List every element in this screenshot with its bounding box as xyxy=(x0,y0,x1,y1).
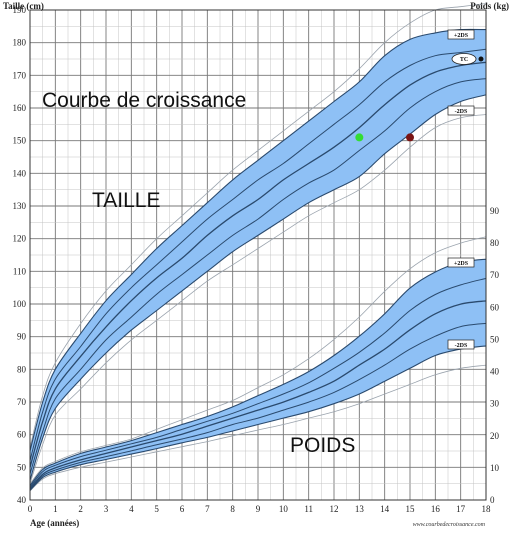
left-tick-label: 130 xyxy=(13,201,27,211)
taille-plus2-text: +2DS xyxy=(454,33,469,39)
poids-line-minus2 xyxy=(29,345,487,491)
data-point-marker xyxy=(355,133,364,142)
taille-curves xyxy=(29,3,487,484)
poids-curves xyxy=(29,236,487,492)
right-axis-label: Poids (kg) xyxy=(470,1,509,11)
taille-line-plus2 xyxy=(29,28,487,452)
left-tick-label: 140 xyxy=(13,168,27,178)
left-tick-label: 170 xyxy=(13,70,27,80)
left-tick-label: 50 xyxy=(17,462,27,472)
left-tick-label: 120 xyxy=(13,234,27,244)
x-tick-label: 7 xyxy=(205,504,210,514)
x-tick-label: 2 xyxy=(78,504,83,514)
taille-line-plus1 xyxy=(29,48,487,461)
data-point-marker xyxy=(406,133,414,142)
x-tick-label: 11 xyxy=(304,504,313,514)
left-axis-ticks: 40 50 60 70 80 90 100 110 120 130 140 150 160 170 180 1… xyxy=(13,5,27,505)
taille-line-median xyxy=(29,61,487,468)
poids-plus2-text: +2DS xyxy=(454,261,469,267)
footer-credit: www.courbedecroissance.com xyxy=(413,522,486,528)
taille-plus2-badge: +2DS xyxy=(447,29,475,40)
left-tick-label: 90 xyxy=(17,332,27,342)
right-tick-label: 10 xyxy=(490,463,500,473)
right-tick-label: 0 xyxy=(490,495,495,505)
poids-line-outer-lower xyxy=(29,364,487,492)
taille-minus2-text: -2DS xyxy=(455,109,468,115)
x-tick-label: 14 xyxy=(380,504,390,514)
x-tick-label: 9 xyxy=(256,504,261,514)
x-tick-label: 10 xyxy=(279,504,289,514)
x-tick-label: 3 xyxy=(104,504,109,514)
poids-line-outer-upper xyxy=(29,236,487,485)
x-axis-label: Age (années) xyxy=(30,518,79,528)
left-axis-label: Taille (cm) xyxy=(3,1,44,11)
taille-label: TAILLE xyxy=(92,189,160,212)
taille-tc-badge: TC xyxy=(451,53,484,65)
taille-tc-text: TC xyxy=(460,57,468,63)
taille-line-outer-lower xyxy=(29,114,487,484)
left-tick-label: 150 xyxy=(13,136,27,146)
poids-line-plus1 xyxy=(29,277,487,488)
right-tick-label: 90 xyxy=(490,206,500,216)
left-tick-label: 80 xyxy=(17,364,27,374)
left-tick-label: 160 xyxy=(13,103,27,113)
x-axis-ticks: 0 1 2 3 4 5 6 7 8 9 10 11 12 13 14 15 16 17 18 xyxy=(28,504,491,514)
taille-line-outer-upper xyxy=(29,3,487,448)
x-tick-label: 1 xyxy=(53,504,58,514)
poids-plus2-badge: +2DS xyxy=(447,257,475,268)
x-tick-label: 6 xyxy=(180,504,185,514)
x-tick-label: 12 xyxy=(330,504,339,514)
right-tick-label: 50 xyxy=(490,334,500,344)
right-tick-label: 20 xyxy=(490,431,500,441)
poids-minus2-text: -2DS xyxy=(455,343,468,349)
poids-band-fill xyxy=(30,259,486,491)
left-tick-label: 60 xyxy=(17,430,27,440)
plot-frame xyxy=(29,9,487,501)
right-axis-ticks: 0 10 20 30 40 50 60 70 80 90 xyxy=(490,206,500,505)
taille-minus2-badge: -2DS xyxy=(447,105,475,116)
x-tick-label: 18 xyxy=(482,504,492,514)
left-tick-label: 100 xyxy=(13,299,27,309)
x-tick-label: 5 xyxy=(154,504,159,514)
markers xyxy=(355,133,414,142)
left-tick-label: 40 xyxy=(17,495,27,505)
taille-tc-dot xyxy=(478,56,484,62)
right-tick-label: 40 xyxy=(490,367,500,377)
left-tick-label: 180 xyxy=(13,38,27,48)
right-tick-label: 30 xyxy=(490,399,500,409)
x-tick-label: 4 xyxy=(129,504,134,514)
left-tick-label: 190 xyxy=(13,5,27,15)
right-tick-label: 70 xyxy=(490,270,500,280)
x-tick-label: 0 xyxy=(28,504,33,514)
right-tick-label: 80 xyxy=(490,238,500,248)
chart-title: Courbe de croissance xyxy=(42,89,246,112)
x-tick-label: 16 xyxy=(431,504,441,514)
poids-label: POIDS xyxy=(290,434,355,457)
poids-line-plus2 xyxy=(29,258,487,486)
x-tick-label: 15 xyxy=(406,504,416,514)
poids-line-minus1 xyxy=(29,322,487,491)
left-tick-label: 110 xyxy=(13,266,27,276)
taille-line-minus1 xyxy=(29,78,487,475)
x-tick-label: 8 xyxy=(230,504,235,514)
taille-band-fill xyxy=(30,29,486,481)
left-tick-label: 70 xyxy=(17,397,27,407)
poids-minus2-badge: -2DS xyxy=(447,339,475,350)
right-tick-label: 60 xyxy=(490,302,500,312)
poids-line-median xyxy=(29,300,487,490)
x-tick-label: 13 xyxy=(355,504,365,514)
x-tick-label: 17 xyxy=(456,504,466,514)
